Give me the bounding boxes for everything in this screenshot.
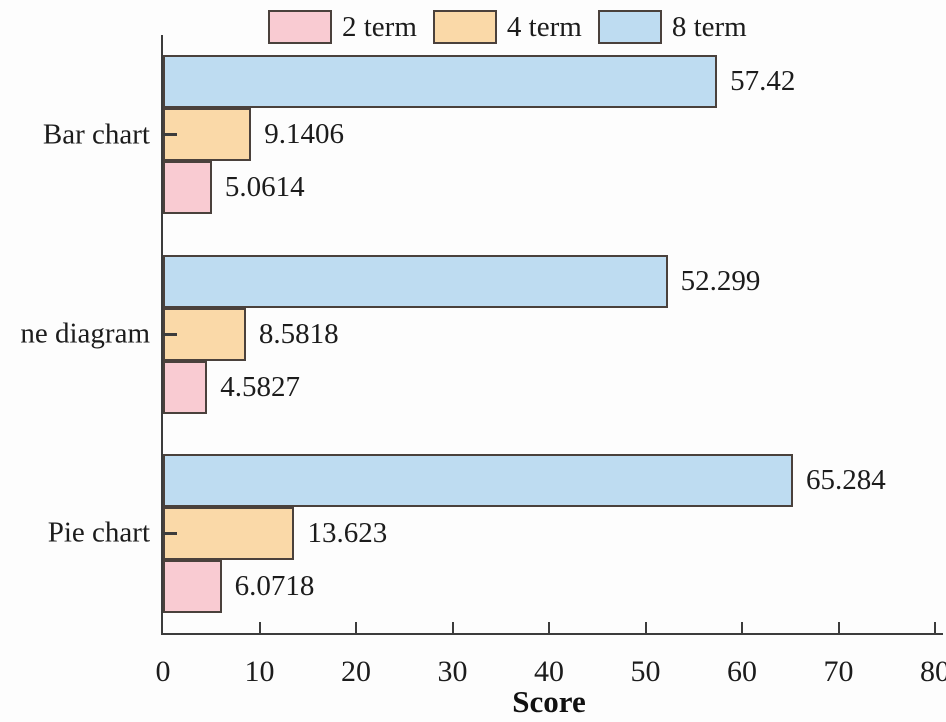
bar-bar-chart-4-term [163, 108, 252, 162]
legend-swatch-icon [597, 10, 662, 44]
legend-entry-3: 8 term [597, 10, 747, 44]
x-axis-tick [258, 622, 261, 633]
x-tick-label: 80 [920, 655, 946, 688]
bar-value-label: 65.284 [805, 463, 886, 496]
bar-bar-chart-8-term [163, 55, 718, 109]
y-axis-tick [163, 531, 177, 535]
x-tick-label: 0 [155, 655, 171, 688]
x-axis-tick [548, 622, 550, 633]
x-axis-tick [741, 622, 743, 633]
x-axis-tick [355, 622, 357, 633]
x-tick-label: 70 [823, 655, 854, 688]
category-label: ne diagram [20, 317, 150, 350]
x-axis-tick [451, 622, 454, 633]
chart-legend: 2 term 4 term 8 term [268, 10, 763, 44]
bar-ne-diagram-2-term [163, 360, 208, 414]
legend-entry-2: 4 term [432, 10, 582, 44]
legend-label: 8 term [671, 11, 747, 43]
bar-value-label: 57.42 [730, 65, 796, 98]
bar-value-label: 6.0718 [234, 569, 315, 602]
x-tick-label: 20 [341, 655, 371, 688]
bar-bar-chart-2-term [163, 161, 212, 215]
x-tick-label: 30 [437, 655, 468, 688]
legend-swatch-icon [432, 10, 497, 44]
bar-value-label: 5.0614 [224, 171, 305, 204]
plot-area: 57.42 9.1406 5.0614 52.299 8.5818 4.5827 65.28… [161, 35, 943, 635]
x-axis-tick [644, 622, 647, 633]
x-axis-tick [837, 622, 840, 633]
legend-entry-1: 2 term [268, 10, 417, 44]
legend-label: 4 term [506, 11, 582, 43]
bar-pie-chart-4-term [163, 506, 295, 560]
y-axis-line [161, 35, 163, 635]
bar-pie-chart-2-term [163, 559, 222, 613]
category-label: Pie chart [47, 516, 150, 549]
x-tick-label: 40 [534, 655, 564, 688]
category-label: Bar chart [42, 118, 150, 151]
x-axis-line [161, 633, 943, 635]
legend-label: 2 term [342, 11, 417, 43]
x-axis-title: Score [512, 684, 586, 719]
x-tick-label: 10 [244, 655, 275, 688]
legend-swatch-icon [268, 10, 332, 44]
bar-ne-diagram-8-term [163, 254, 668, 308]
bar-pie-chart-8-term [163, 453, 793, 507]
x-tick-label: 50 [630, 655, 661, 688]
x-tick-label: 60 [727, 655, 757, 688]
bar-value-label: 13.623 [307, 516, 388, 549]
x-axis-tick [934, 622, 936, 633]
bar-value-label: 4.5827 [220, 370, 300, 403]
y-axis-tick [163, 332, 177, 336]
bar-value-label: 8.5818 [258, 317, 339, 350]
bar-value-label: 52.299 [680, 264, 761, 297]
y-axis-tick [163, 133, 177, 137]
bar-value-label: 9.1406 [264, 118, 344, 151]
